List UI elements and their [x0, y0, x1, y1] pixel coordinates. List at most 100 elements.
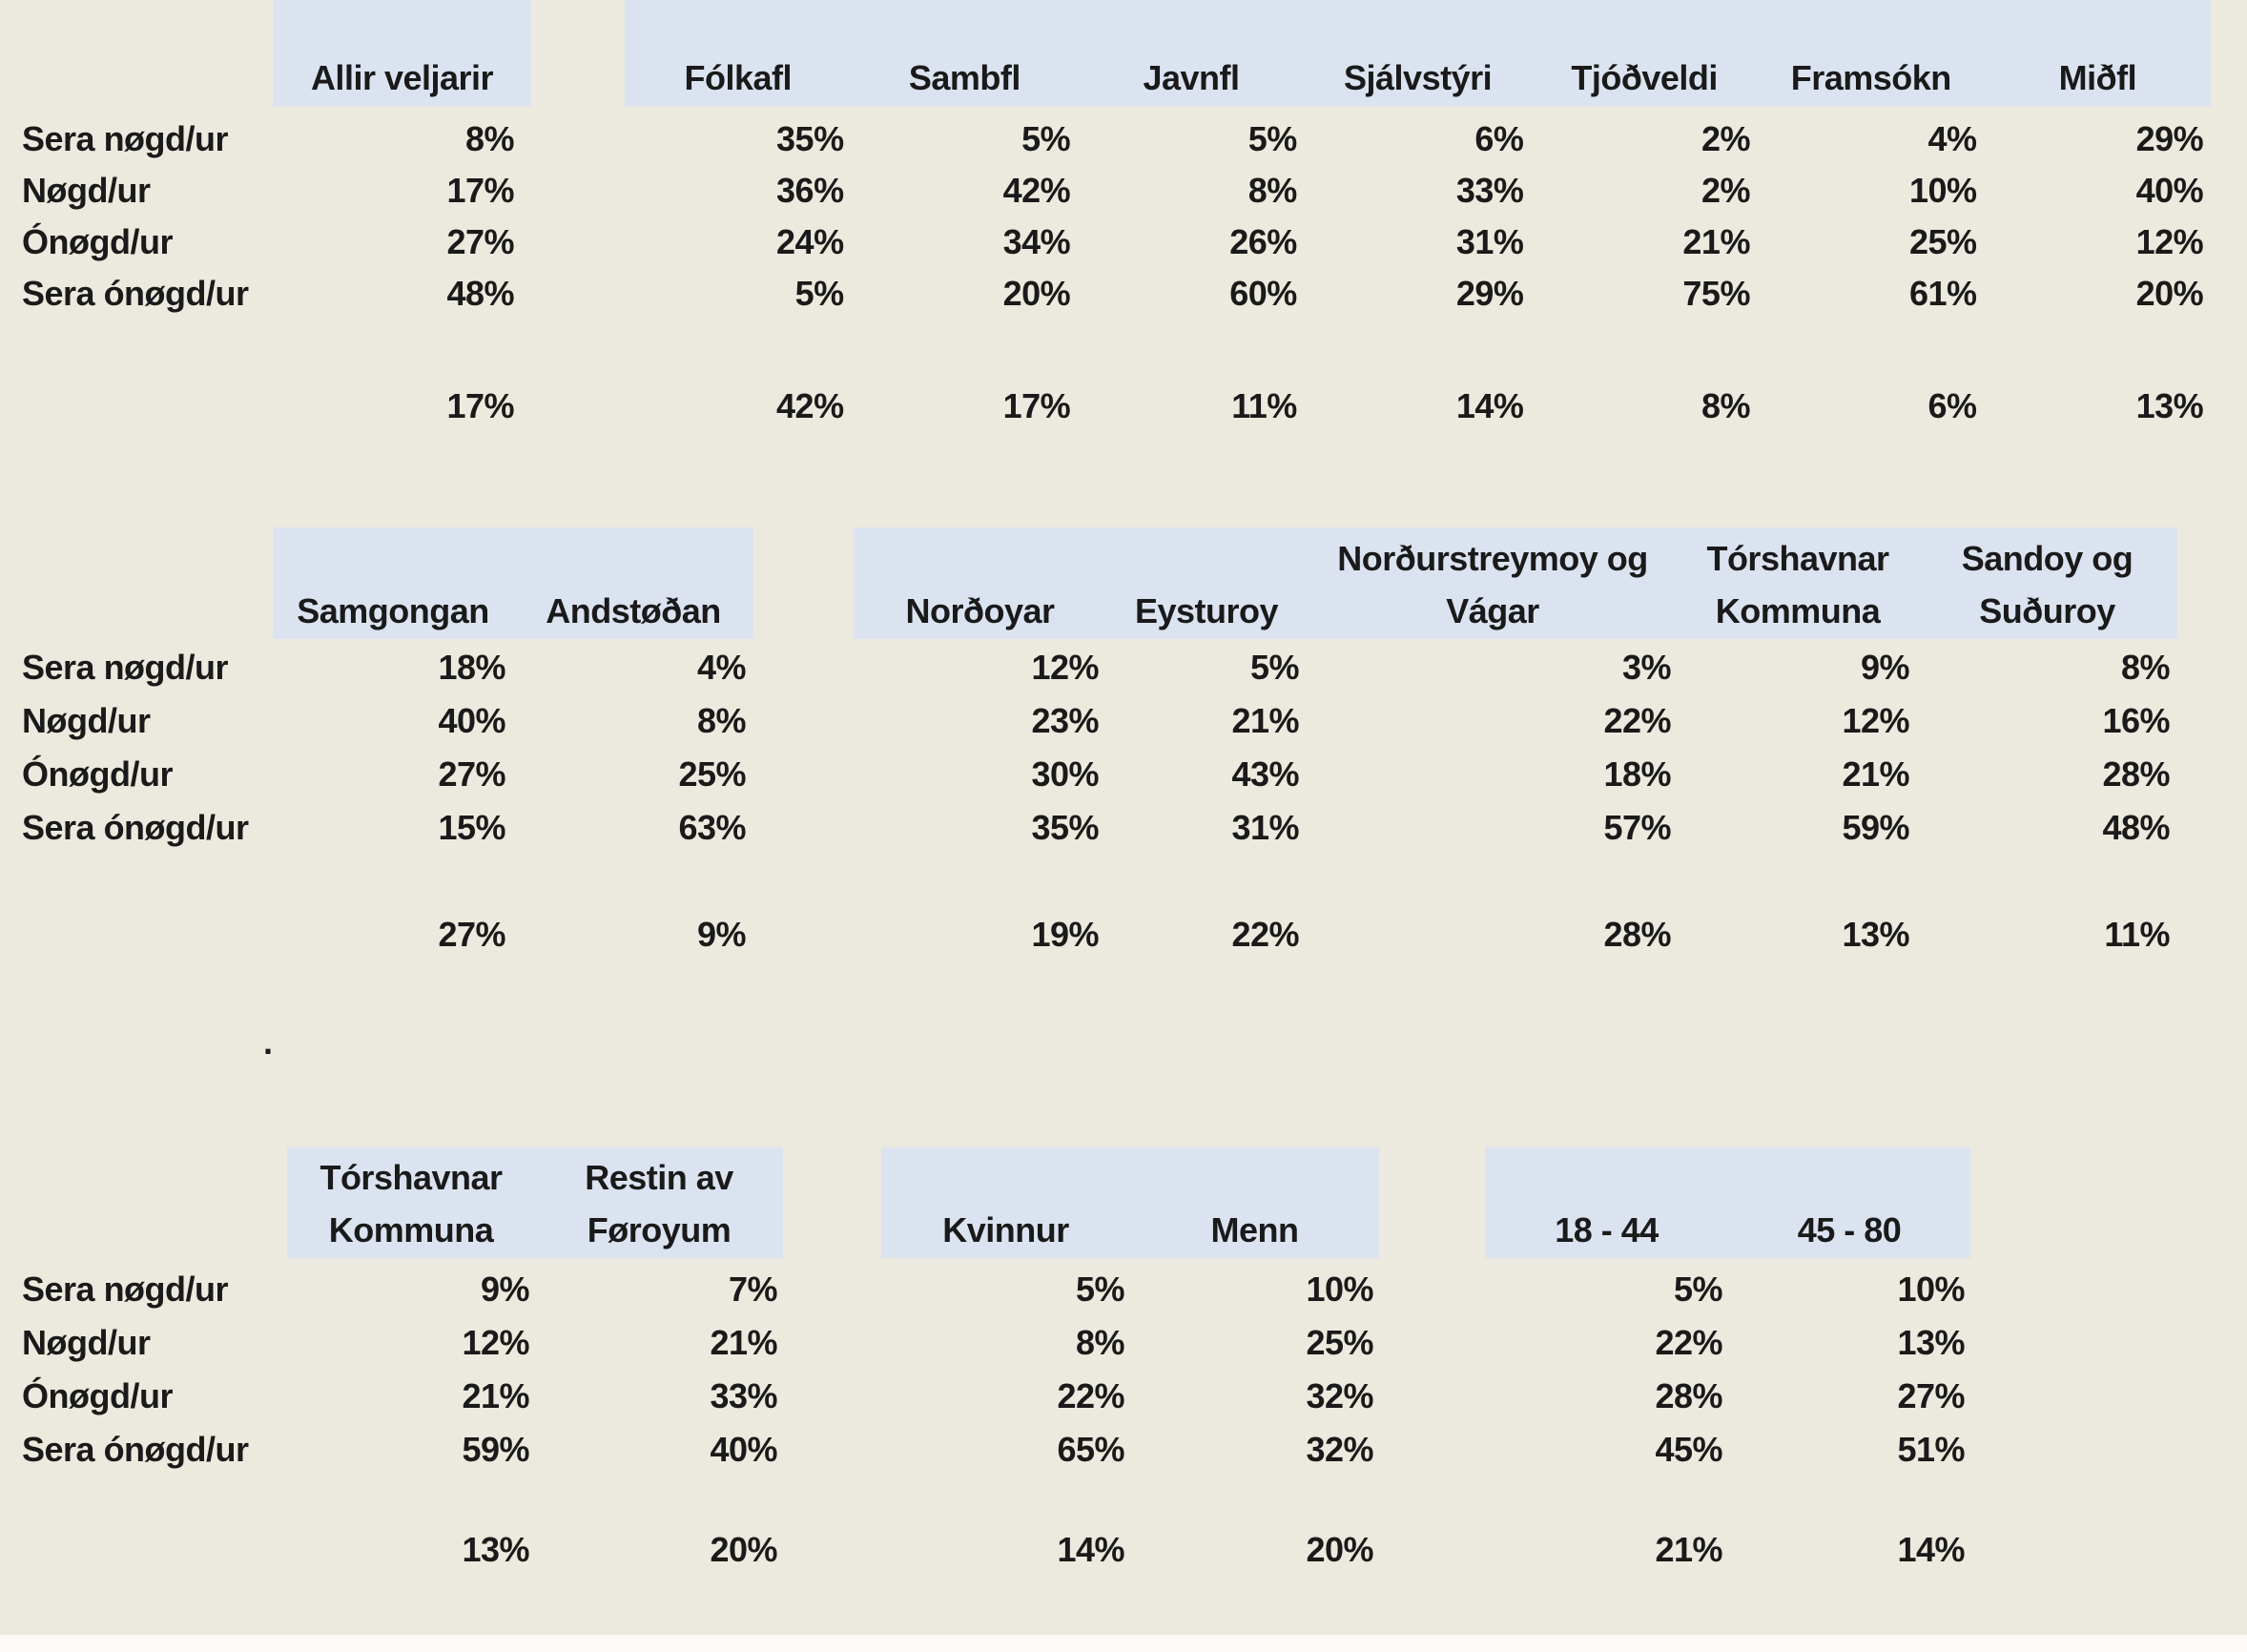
- column-gap: [783, 1147, 881, 1258]
- header-line-2: Kommuna: [1715, 591, 1881, 630]
- corner-blank: [0, 1147, 287, 1258]
- cell-value: 33%: [710, 1375, 777, 1415]
- header-line-1: Tórshavnar: [320, 1158, 503, 1197]
- column-total: 20%: [1306, 1529, 1373, 1569]
- cell-value: 18%: [1603, 754, 1671, 794]
- cell-value: 25%: [678, 754, 746, 794]
- table-row: Nøgd/ur 12% 21% 8% 25% 22% 13%: [0, 1316, 2247, 1370]
- header-line-2: Føroyum: [587, 1210, 732, 1249]
- column-header-sandoy-suduroy: Sandoy og Suðuroy: [1917, 527, 2177, 639]
- header-fill-coalition: [273, 527, 753, 639]
- corner-blank: [0, 527, 273, 639]
- cell-value: 9%: [1860, 647, 1910, 687]
- table-row: Sera nøgd/ur 8% 35% 5% 5% 6% 2% 4% 29%: [0, 114, 2247, 165]
- cell-value: 35%: [776, 118, 844, 158]
- column-total: 11%: [2104, 914, 2170, 954]
- cell-value: 65%: [1057, 1429, 1124, 1469]
- header-fill-age: [1485, 1147, 1970, 1258]
- cell-value: 5%: [794, 273, 845, 313]
- cell-value: 21%: [462, 1375, 529, 1415]
- cell-value: 29%: [2135, 118, 2204, 158]
- cell-value: 40%: [710, 1429, 777, 1469]
- cell-value: 7%: [728, 1269, 778, 1309]
- column-total: 14%: [1455, 385, 1524, 425]
- cell-value: 35%: [1031, 807, 1099, 847]
- cell-value: 20%: [1002, 273, 1071, 313]
- cell-value: 40%: [2135, 170, 2204, 210]
- column-header-menn: Menn: [1130, 1147, 1379, 1258]
- cell-value: 3%: [1621, 647, 1672, 687]
- column-total: 21%: [1655, 1529, 1722, 1569]
- cell-value: 2%: [1701, 170, 1751, 210]
- header-line-2: Vágar: [1446, 591, 1539, 630]
- cell-value: 5%: [1021, 118, 1071, 158]
- cell-value: 15%: [438, 807, 505, 847]
- column-header-nordurstreymoy-vagar: Norðurstreymoy og Vágar: [1307, 527, 1679, 639]
- cell-value: 48%: [2102, 807, 2170, 847]
- column-total: 11%: [1231, 385, 1297, 425]
- cell-value: 32%: [1306, 1375, 1373, 1415]
- stray-period-mark: .: [263, 1022, 274, 1062]
- table-row: Sera ónøgd/ur 59% 40% 65% 32% 45% 51%: [0, 1423, 2247, 1476]
- table-row: Nøgd/ur 17% 36% 42% 8% 33% 2% 10% 40%: [0, 165, 2247, 217]
- cell-value: 32%: [1306, 1429, 1373, 1469]
- header-line-2: Menn: [1210, 1210, 1300, 1249]
- column-total: 8%: [1701, 385, 1751, 425]
- cell-value: 22%: [1057, 1375, 1124, 1415]
- cell-value: 30%: [1031, 754, 1099, 794]
- column-total: 13%: [1842, 914, 1909, 954]
- table-row: Sera ónøgd/ur 48% 5% 20% 60% 29% 75% 61%…: [0, 268, 2247, 320]
- row-label: Nøgd/ur: [22, 170, 151, 210]
- column-header-kvinnur: Kvinnur: [881, 1147, 1130, 1258]
- cell-value: 59%: [1842, 807, 1909, 847]
- table-row: Ónøgd/ur 21% 33% 22% 32% 28% 27%: [0, 1370, 2247, 1423]
- column-gap: [1379, 1147, 1485, 1258]
- cell-value: 8%: [1075, 1322, 1125, 1362]
- parties-header-row: Allir veljarir Fólkafl Sambfl Javnfl Sjá…: [0, 0, 2247, 107]
- cell-value: 12%: [1842, 700, 1909, 740]
- cell-value: 12%: [2135, 221, 2204, 261]
- cell-value: 25%: [1306, 1322, 1373, 1362]
- row-label: Nøgd/ur: [22, 700, 151, 740]
- column-total: 17%: [1002, 385, 1071, 425]
- column-header-andstodan: Andstøðan: [513, 527, 753, 639]
- column-header-eysturoy: Eysturoy: [1106, 527, 1307, 639]
- column-total: 28%: [1603, 914, 1671, 954]
- header-fill-parties: [625, 0, 2211, 107]
- column-header-folkafl: Fólkafl: [684, 57, 793, 97]
- cell-value: 27%: [1897, 1375, 1965, 1415]
- cell-value: 10%: [1306, 1269, 1373, 1309]
- row-label: Sera nøgd/ur: [22, 647, 229, 687]
- row-label: Nøgd/ur: [22, 1322, 151, 1362]
- header-line-2: Andstøðan: [546, 591, 721, 630]
- cell-value: 18%: [438, 647, 505, 687]
- row-label: Sera nøgd/ur: [22, 1269, 229, 1309]
- cell-value: 51%: [1897, 1429, 1965, 1469]
- table-row: Sera nøgd/ur 18% 4% 12% 5% 3% 9% 8%: [0, 641, 2247, 694]
- cell-value: 27%: [438, 754, 505, 794]
- cell-value: 10%: [1897, 1269, 1965, 1309]
- header-line-1: Sandoy og: [1961, 539, 2134, 578]
- column-total: 13%: [2135, 385, 2204, 425]
- column-total: 14%: [1897, 1529, 1965, 1569]
- corner-blank: [0, 0, 273, 107]
- column-header-midfl: Miðfl: [2058, 57, 2137, 97]
- column-header-age-45-80: 45 - 80: [1728, 1147, 1970, 1258]
- cell-value: 21%: [1682, 221, 1750, 261]
- table-row: Sera ónøgd/ur 15% 63% 35% 31% 57% 59% 48…: [0, 801, 2247, 855]
- column-total: 17%: [446, 385, 514, 425]
- cell-value: 27%: [446, 221, 514, 261]
- column-gap: [531, 0, 625, 107]
- row-label: Sera ónøgd/ur: [22, 807, 249, 847]
- cell-value: 16%: [2102, 700, 2170, 740]
- header-line-2: Eysturoy: [1134, 591, 1279, 630]
- cell-value: 2%: [1701, 118, 1751, 158]
- column-header-javnfl: Javnfl: [1143, 57, 1240, 97]
- column-total: 20%: [710, 1529, 777, 1569]
- cell-value: 4%: [696, 647, 747, 687]
- column-header-sjalvstyri: Sjálvstýri: [1344, 57, 1493, 97]
- table-row: Ónøgd/ur 27% 25% 30% 43% 18% 21% 28%: [0, 748, 2247, 801]
- column-header-tjodveldi: Tjóðveldi: [1571, 57, 1718, 97]
- cell-value: 28%: [1655, 1375, 1722, 1415]
- cell-value: 42%: [1002, 170, 1071, 210]
